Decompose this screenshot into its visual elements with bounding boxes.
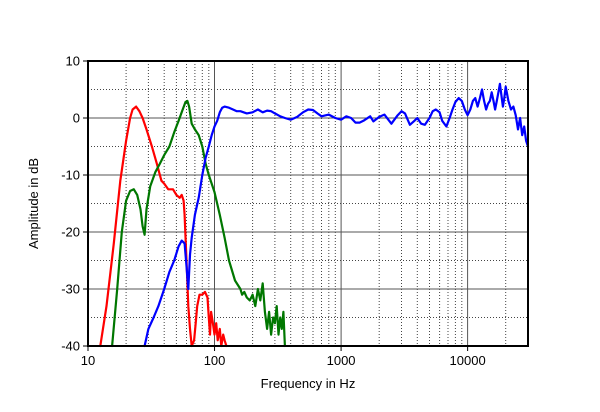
- x-tick-label: 10: [81, 353, 95, 368]
- series-line-3: [143, 82, 530, 348]
- x-axis-label: Frequency in Hz: [261, 376, 356, 391]
- x-tick-label: 1000: [327, 353, 356, 368]
- series-line-2: [111, 99, 286, 348]
- x-tick-label: 10000: [450, 353, 486, 368]
- y-tick-label: -40: [61, 339, 80, 354]
- x-tick-label: 100: [204, 353, 226, 368]
- y-axis-label: Amplitude in dB: [26, 158, 41, 249]
- y-tick-label: 0: [73, 111, 80, 126]
- series-line-1: [99, 105, 228, 348]
- plot-frame: [87, 60, 529, 347]
- y-tick-label: -20: [61, 225, 80, 240]
- y-tick-label: 10: [66, 54, 80, 69]
- series-layer: [99, 82, 530, 348]
- y-tick-label: -30: [61, 282, 80, 297]
- grid-layer: [88, 61, 528, 346]
- y-tick-label: -10: [61, 168, 80, 183]
